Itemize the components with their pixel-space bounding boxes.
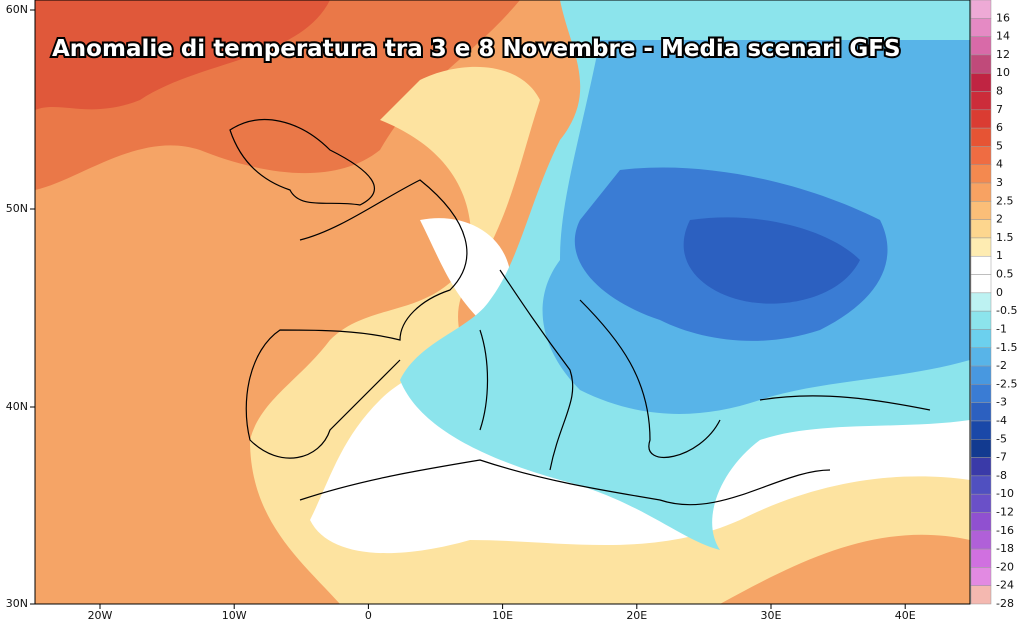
colorbar-swatch <box>970 0 992 19</box>
colorbar-swatch <box>970 91 992 111</box>
lat-tick-label: 40N <box>6 400 28 413</box>
colorbar-swatch <box>970 493 992 513</box>
lon-tick-label: 20W <box>88 609 113 622</box>
colorbar-label: 8 <box>996 85 1003 98</box>
colorbar-swatch <box>970 310 992 330</box>
colorbar-swatch <box>970 548 992 568</box>
colorbar-label: -0.5 <box>996 304 1017 317</box>
map-title: Anomalie di temperatura tra 3 e 8 Novemb… <box>52 36 901 62</box>
colorbar-swatch <box>970 512 992 532</box>
colorbar-label: -3 <box>996 396 1007 409</box>
colorbar-label: 6 <box>996 121 1003 134</box>
colorbar-swatch <box>970 127 992 147</box>
colorbar-swatch <box>970 384 992 403</box>
colorbar-swatch <box>970 347 992 367</box>
colorbar-label: 4 <box>996 158 1003 171</box>
colorbar-swatch <box>970 567 992 586</box>
colorbar-label: -2 <box>996 359 1007 372</box>
colorbar-label: 16 <box>996 11 1010 24</box>
colorbar-swatch <box>970 439 992 458</box>
colorbar-swatch <box>970 164 992 184</box>
colorbar-label: 5 <box>996 139 1003 152</box>
colorbar-swatch <box>970 18 992 37</box>
colorbar-label: -2.5 <box>996 377 1017 390</box>
colorbar-swatch <box>970 274 992 294</box>
colorbar-swatch <box>970 219 992 239</box>
colorbar-label: 12 <box>996 48 1010 61</box>
colorbar-swatch <box>970 585 992 605</box>
lon-tick-label: 40E <box>895 609 916 622</box>
colorbar-label: -10 <box>996 487 1014 500</box>
lon-tick-label: 20E <box>626 609 647 622</box>
colorbar-label: -1 <box>996 322 1007 335</box>
lon-tick-label: 30E <box>761 609 782 622</box>
colorbar-label: -7 <box>996 451 1007 464</box>
colorbar-label: 7 <box>996 103 1003 116</box>
colorbar-swatch <box>970 255 992 275</box>
colorbar-label: -16 <box>996 524 1014 537</box>
colorbar-label: 10 <box>996 66 1010 79</box>
colorbar-label: 1 <box>996 249 1003 262</box>
lat-tick-label: 30N <box>6 597 28 610</box>
colorbar-swatch <box>970 146 992 165</box>
colorbar-swatch <box>970 457 992 477</box>
colorbar-label: -5 <box>996 432 1007 445</box>
colorbar-swatch <box>970 420 992 440</box>
colorbar-label: -1.5 <box>996 341 1017 354</box>
lon-tick-label: 10E <box>492 609 513 622</box>
colorbar-label: 3 <box>996 176 1003 189</box>
colorbar-swatch <box>970 54 992 74</box>
colorbar-label: 14 <box>996 30 1010 43</box>
colorbar-label: -18 <box>996 542 1014 555</box>
lon-tick-label: 10W <box>222 609 247 622</box>
colorbar-swatch <box>970 182 992 202</box>
colorbar-label: 2.5 <box>996 194 1014 207</box>
colorbar-label: -24 <box>996 579 1014 592</box>
map-field <box>35 0 970 604</box>
colorbar-swatch <box>970 402 992 422</box>
colorbar-swatch <box>970 201 992 220</box>
colorbar-label: -4 <box>996 414 1007 427</box>
colorbar-swatch <box>970 530 992 550</box>
colorbar-label: -20 <box>996 560 1014 573</box>
lon-tick-label: 0 <box>365 609 372 622</box>
colorbar-label: 2 <box>996 213 1003 226</box>
colorbar-swatch <box>970 72 992 92</box>
colorbar-label: -8 <box>996 469 1007 482</box>
lat-tick-label: 60N <box>6 3 28 16</box>
colorbar-label: 0.5 <box>996 268 1014 281</box>
colorbar-swatch <box>970 292 992 312</box>
colorbar-swatch <box>970 109 992 129</box>
colorbar-label: -28 <box>996 597 1014 610</box>
colorbar-label: 1.5 <box>996 231 1014 244</box>
lat-tick-label: 50N <box>6 202 28 215</box>
colorbar-swatch <box>970 329 992 349</box>
colorbar-swatch <box>970 475 992 495</box>
colorbar-label: 0 <box>996 286 1003 299</box>
coastlines <box>229 119 931 506</box>
colorbar-swatch <box>970 365 992 385</box>
colorbar-swatch <box>970 36 992 56</box>
colorbar-label: -12 <box>996 505 1014 518</box>
colorbar-swatch <box>970 237 992 257</box>
